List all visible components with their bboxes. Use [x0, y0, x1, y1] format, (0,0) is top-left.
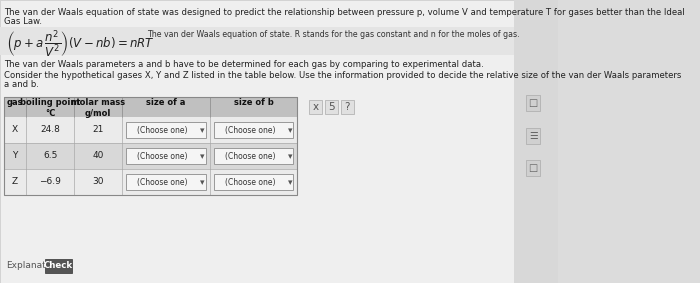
Text: ▾: ▾: [288, 152, 293, 161]
Text: ▾: ▾: [200, 152, 204, 161]
FancyBboxPatch shape: [214, 148, 293, 164]
Text: ▾: ▾: [288, 178, 293, 187]
Text: 21: 21: [92, 125, 104, 134]
Text: a and b.: a and b.: [4, 80, 39, 89]
Text: Z: Z: [12, 177, 18, 186]
Text: □: □: [528, 98, 538, 108]
FancyBboxPatch shape: [4, 143, 298, 169]
Text: boiling point
°C: boiling point °C: [20, 98, 80, 118]
Text: (Choose one): (Choose one): [137, 125, 188, 134]
Text: (Choose one): (Choose one): [137, 177, 188, 186]
Text: (Choose one): (Choose one): [225, 151, 276, 160]
FancyBboxPatch shape: [126, 148, 206, 164]
Text: 5: 5: [328, 102, 335, 112]
Text: Check: Check: [43, 261, 73, 271]
Text: (Choose one): (Choose one): [137, 151, 188, 160]
Text: Consider the hypothetical gases X, Y and Z listed in the table below. Use the in: Consider the hypothetical gases X, Y and…: [4, 71, 681, 80]
Text: 40: 40: [92, 151, 104, 160]
Text: 30: 30: [92, 177, 104, 186]
FancyBboxPatch shape: [214, 174, 293, 190]
Text: ▾: ▾: [200, 178, 204, 187]
FancyBboxPatch shape: [0, 27, 514, 55]
FancyBboxPatch shape: [4, 169, 298, 195]
Text: ▾: ▾: [288, 126, 293, 135]
FancyBboxPatch shape: [514, 0, 558, 283]
Text: x: x: [312, 102, 318, 112]
Text: molar mass
g/mol: molar mass g/mol: [71, 98, 125, 118]
Text: gas: gas: [7, 98, 23, 107]
Text: ☰: ☰: [528, 131, 538, 141]
Text: (Choose one): (Choose one): [225, 177, 276, 186]
Text: ▾: ▾: [200, 126, 204, 135]
Text: 24.8: 24.8: [41, 125, 60, 134]
FancyBboxPatch shape: [126, 174, 206, 190]
Text: The van der Waals equation of state. R stands for the gas constant and n for the: The van der Waals equation of state. R s…: [148, 30, 520, 39]
FancyBboxPatch shape: [0, 0, 514, 283]
Text: The van der Waals equation of state was designed to predict the relationship bet: The van der Waals equation of state was …: [4, 8, 685, 17]
FancyBboxPatch shape: [4, 97, 298, 117]
Text: 6.5: 6.5: [43, 151, 57, 160]
Text: Explanation: Explanation: [6, 260, 60, 269]
Text: Gas Law.: Gas Law.: [4, 17, 42, 26]
Text: Y: Y: [13, 151, 18, 160]
FancyBboxPatch shape: [526, 95, 540, 111]
Text: size of a: size of a: [146, 98, 186, 107]
FancyBboxPatch shape: [309, 100, 322, 114]
Text: size of b: size of b: [234, 98, 273, 107]
Text: $\left(p+a\,\dfrac{n^2}{V^2}\right)(V-nb)=nRT$: $\left(p+a\,\dfrac{n^2}{V^2}\right)(V-nb…: [6, 29, 155, 61]
FancyBboxPatch shape: [4, 117, 298, 143]
FancyBboxPatch shape: [326, 100, 338, 114]
FancyBboxPatch shape: [526, 160, 540, 176]
FancyBboxPatch shape: [126, 122, 206, 138]
FancyBboxPatch shape: [214, 122, 293, 138]
FancyBboxPatch shape: [341, 100, 354, 114]
Text: X: X: [12, 125, 18, 134]
Text: −6.9: −6.9: [39, 177, 61, 186]
FancyBboxPatch shape: [526, 128, 540, 144]
Text: (Choose one): (Choose one): [225, 125, 276, 134]
Text: The van der Waals parameters a and b have to be determined for each gas by compa: The van der Waals parameters a and b hav…: [4, 60, 484, 69]
Text: ?: ?: [344, 102, 350, 112]
FancyBboxPatch shape: [45, 259, 71, 273]
Text: □: □: [528, 163, 538, 173]
